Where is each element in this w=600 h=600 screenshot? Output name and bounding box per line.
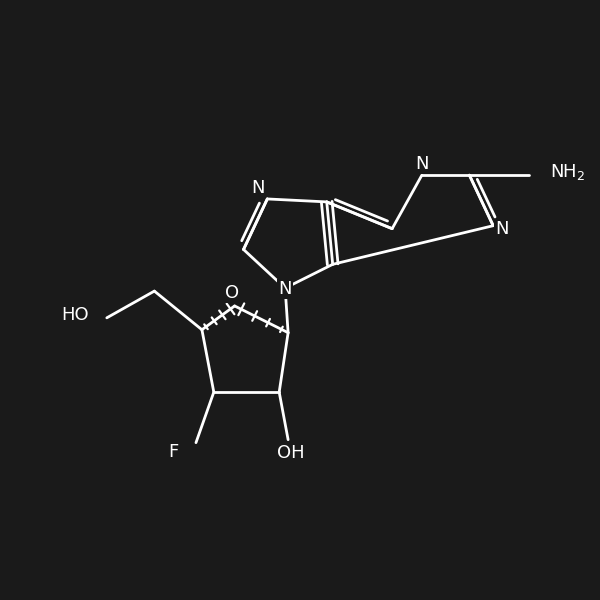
Text: NH$_2$: NH$_2$ bbox=[550, 162, 585, 182]
Text: N: N bbox=[278, 280, 292, 298]
Text: N: N bbox=[415, 155, 428, 173]
Text: HO: HO bbox=[61, 306, 89, 324]
Text: O: O bbox=[224, 284, 239, 302]
Text: OH: OH bbox=[277, 444, 305, 462]
Text: N: N bbox=[496, 220, 509, 238]
Text: F: F bbox=[168, 443, 178, 461]
Text: N: N bbox=[251, 179, 265, 197]
